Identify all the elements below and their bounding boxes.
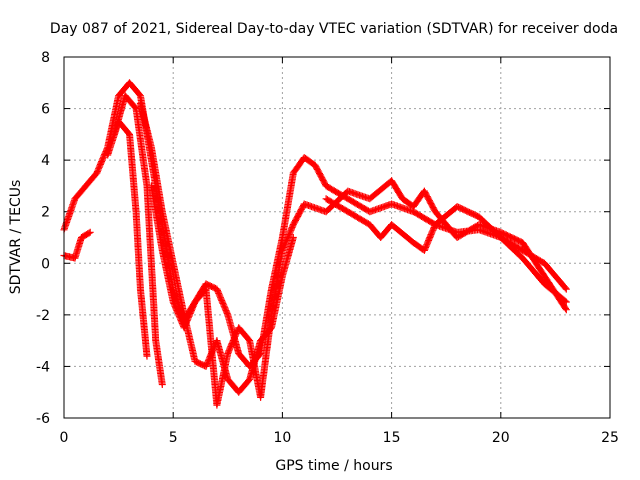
- data-point: [86, 228, 94, 236]
- series-track-4: [104, 118, 151, 360]
- data-point: [562, 306, 570, 314]
- y-tick-label: 0: [41, 256, 50, 272]
- y-tick-label: -4: [36, 359, 50, 375]
- y-tick-label: -2: [36, 308, 50, 324]
- data-points: [60, 79, 570, 409]
- series-track-7: [322, 195, 570, 306]
- x-tick-label: 10: [273, 430, 291, 446]
- data-point: [562, 304, 569, 312]
- y-tick-label: 2: [41, 205, 50, 221]
- data-point: [561, 297, 569, 305]
- axis-ticks: 0 5 10 15 20 25 -6 -4 -2 0 2 4 6 8: [36, 50, 619, 446]
- x-tick-label: 15: [383, 430, 401, 446]
- x-tick-label: 0: [60, 430, 69, 446]
- data-point: [85, 229, 93, 237]
- data-point: [562, 298, 570, 306]
- series-track-1: [60, 228, 94, 262]
- y-tick-label: 4: [41, 153, 50, 169]
- y-axis-label: SDTVAR / TECUs: [8, 180, 24, 295]
- y-tick-label: -6: [36, 411, 50, 427]
- data-point: [562, 285, 570, 293]
- data-point: [143, 352, 151, 360]
- x-tick-label: 25: [601, 430, 619, 446]
- data-point: [158, 381, 166, 388]
- y-tick-label: 8: [41, 50, 50, 66]
- x-tick-label: 5: [169, 430, 178, 446]
- series-track-6: [147, 177, 570, 409]
- plot-frame: [63, 56, 611, 419]
- data-point: [66, 208, 74, 216]
- data-point: [561, 284, 569, 292]
- x-tick-label: 20: [492, 430, 510, 446]
- y-tick-label: 6: [41, 102, 50, 118]
- x-axis-label: GPS time / hours: [275, 458, 392, 474]
- chart-title: Day 087 of 2021, Sidereal Day-to-day VTE…: [50, 21, 618, 37]
